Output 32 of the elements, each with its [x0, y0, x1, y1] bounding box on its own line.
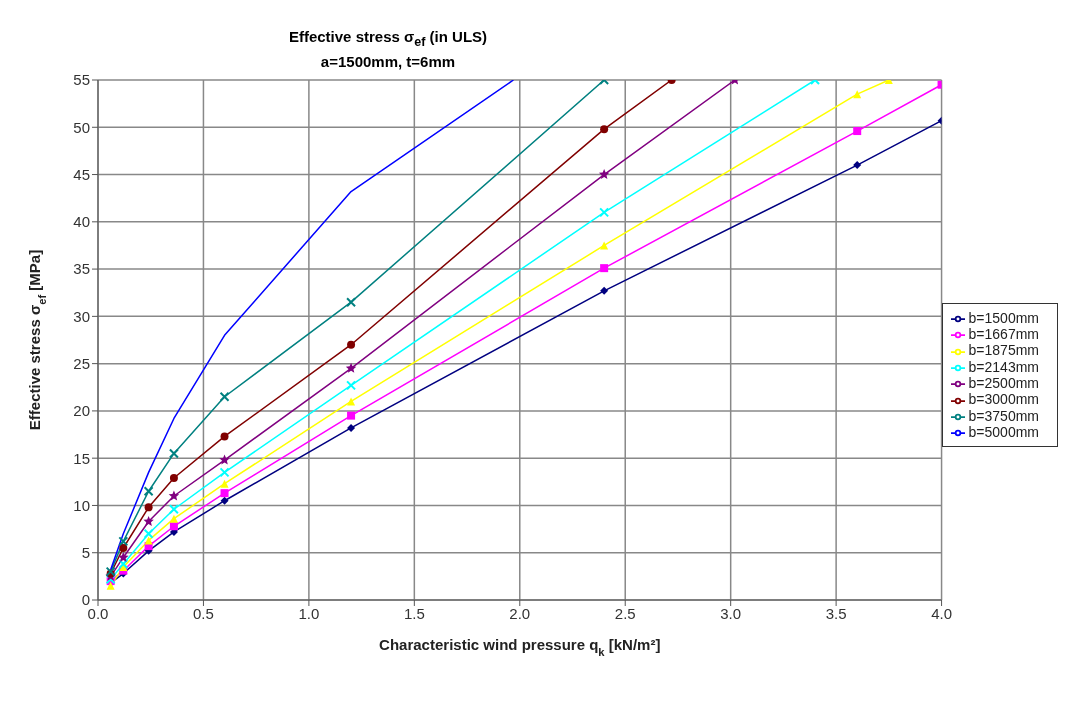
x-tick-label: 0.0	[87, 604, 109, 622]
y-tick-label: 45	[73, 165, 90, 183]
legend-label: b=3750mm	[968, 407, 1039, 424]
y-tick-label: 55	[73, 71, 90, 89]
y-tick-label: 50	[73, 118, 90, 136]
legend-label: b=1875mm	[968, 342, 1039, 359]
y-tick-label: 40	[73, 213, 90, 231]
x-tick-label: 2.5	[614, 604, 636, 622]
legend-label: b=5000mm	[968, 423, 1039, 440]
chart-subtitle: a=1500mm, t=6mm	[319, 53, 457, 70]
x-tick-label: 1.5	[403, 604, 425, 622]
y-tick-label: 35	[73, 260, 90, 278]
x-tick-label: 4.0	[931, 604, 952, 622]
chart-title: Effective stress σ$_{ef}$ (in ULS)	[287, 28, 489, 49]
y-tick-label: 10	[73, 496, 90, 514]
legend-label: b=1667mm	[968, 326, 1039, 343]
y-tick-label: 15	[73, 449, 90, 467]
x-tick-label: 1.0	[298, 604, 320, 622]
y-tick-label: 0	[81, 591, 90, 609]
y-tick-label: 25	[73, 354, 90, 372]
y-tick-label: 30	[73, 307, 90, 325]
x-tick-label: 3.0	[720, 604, 742, 622]
x-tick-label: 2.0	[509, 604, 531, 622]
legend-label: b=1500mm	[968, 309, 1039, 326]
legend-label: b=2143mm	[968, 358, 1039, 375]
x-axis-title: Characteristic wind pressure q$_{k}$ [kN/m²]	[379, 636, 661, 658]
y-tick-label: 5	[81, 544, 90, 562]
legend-label: b=2500mm	[968, 375, 1039, 391]
x-tick-label: 0.5	[193, 604, 214, 622]
y-tick-label: 20	[73, 402, 90, 420]
x-tick-label: 3.5	[825, 604, 847, 622]
legend-label: b=3000mm	[968, 391, 1039, 408]
